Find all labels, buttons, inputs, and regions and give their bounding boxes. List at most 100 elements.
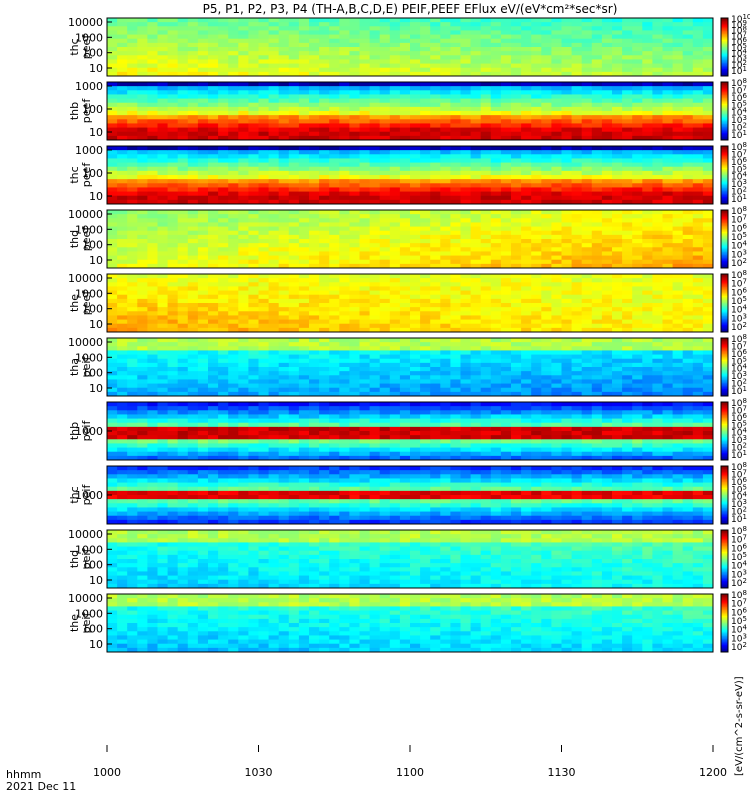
heatmap-cell: [480, 311, 492, 316]
heatmap-cell: [238, 135, 249, 141]
heatmap-cell: [268, 187, 280, 193]
heatmap-cell: [187, 383, 199, 389]
heatmap-cell: [127, 298, 138, 304]
heatmap-cell: [157, 294, 169, 300]
heatmap-cell: [591, 323, 603, 329]
heatmap-cell: [117, 255, 128, 261]
heatmap-cell: [662, 251, 674, 257]
heatmap-cell: [268, 290, 280, 296]
heatmap-cell: [490, 290, 502, 296]
heatmap-cell: [541, 34, 552, 40]
heatmap-cell: [137, 387, 148, 393]
heatmap-cell: [672, 226, 684, 232]
heatmap-cell: [490, 294, 502, 300]
heatmap-cell: [622, 311, 633, 316]
heatmap-cell: [541, 175, 552, 180]
heatmap-cell: [359, 115, 371, 120]
heatmap-cell: [581, 195, 593, 201]
heatmap-cell: [278, 166, 290, 172]
heatmap-cell: [319, 127, 330, 133]
heatmap-cell: [187, 230, 199, 236]
heatmap-cell: [460, 183, 472, 188]
heatmap-cell: [278, 34, 290, 40]
heatmap-cell: [531, 63, 542, 69]
heatmap-cell: [137, 123, 148, 129]
heatmap-cell: [197, 315, 209, 321]
heatmap-cell: [369, 263, 381, 269]
heatmap-cell: [218, 303, 229, 308]
heatmap-cell: [349, 94, 360, 100]
heatmap-cell: [702, 286, 714, 292]
heatmap-cell: [117, 98, 128, 104]
heatmap-cell: [581, 323, 593, 329]
heatmap-cell: [107, 51, 118, 56]
heatmap-cell: [551, 286, 562, 292]
heatmap-cell: [197, 222, 209, 228]
heatmap-cell: [511, 191, 522, 197]
heatmap-cell: [450, 255, 461, 261]
colorbar-frame: [720, 273, 729, 333]
heatmap-cell: [167, 94, 179, 100]
heatmap-cell: [420, 294, 431, 300]
heatmap-cell: [571, 311, 583, 316]
heatmap-cell: [329, 311, 340, 316]
heatmap-cell: [601, 315, 613, 321]
heatmap-cell: [531, 263, 542, 269]
heatmap-cell: [288, 115, 300, 120]
heatmap-cell: [369, 379, 381, 385]
heatmap-cell: [319, 199, 330, 205]
heatmap-cell: [581, 255, 593, 261]
heatmap-cell: [430, 391, 441, 397]
heatmap-cell: [288, 391, 300, 397]
heatmap-cell: [319, 55, 330, 60]
heatmap-cell: [349, 354, 360, 360]
heatmap-cell: [511, 222, 522, 228]
heatmap-cell: [470, 150, 482, 155]
heatmap-cell: [642, 251, 653, 257]
heatmap-cell: [107, 179, 118, 184]
heatmap-cell: [410, 315, 421, 321]
heatmap-cell: [329, 234, 340, 240]
heatmap-cell: [339, 259, 350, 265]
heatmap-cell: [339, 90, 350, 95]
heatmap-cell: [561, 94, 573, 100]
heatmap-cell: [622, 222, 633, 228]
heatmap-cell: [127, 338, 138, 343]
heatmap-cell: [359, 311, 371, 316]
heatmap-cell: [561, 175, 573, 180]
heatmap-cell: [672, 298, 684, 304]
heatmap-cell: [450, 214, 461, 219]
heatmap-cell: [682, 135, 694, 141]
colorbar-segment: [721, 35, 728, 38]
colorbar-segment: [721, 39, 728, 42]
heatmap-cell: [591, 226, 603, 232]
heatmap-cell: [107, 127, 118, 133]
heatmap-cell: [187, 286, 199, 292]
heatmap-cell: [652, 67, 663, 73]
heatmap-cell: [208, 90, 219, 95]
heatmap-cell: [369, 47, 381, 52]
heatmap-cell: [288, 358, 300, 364]
heatmap-cell: [521, 263, 532, 269]
heatmap-cell: [309, 166, 320, 172]
heatmap-cell: [329, 319, 340, 325]
heatmap-cell: [591, 146, 603, 151]
heatmap-cell: [258, 298, 270, 304]
heatmap-cell: [672, 154, 684, 159]
heatmap-cell: [208, 367, 219, 372]
heatmap-cell: [682, 98, 694, 104]
heatmap-cell: [208, 127, 219, 133]
heatmap-cell: [288, 158, 300, 164]
heatmap-cell: [359, 175, 371, 180]
heatmap-cell: [642, 307, 653, 312]
colorbar-frame: [720, 17, 729, 77]
heatmap-cell: [369, 311, 381, 316]
heatmap-cell: [339, 199, 350, 205]
heatmap-cell: [581, 226, 593, 232]
heatmap-cell: [460, 338, 472, 343]
heatmap-cell: [420, 26, 431, 31]
heatmap-cell: [652, 135, 663, 141]
heatmap-cell: [662, 234, 674, 240]
colorbar-segment: [721, 169, 728, 172]
heatmap-cell: [147, 371, 158, 376]
